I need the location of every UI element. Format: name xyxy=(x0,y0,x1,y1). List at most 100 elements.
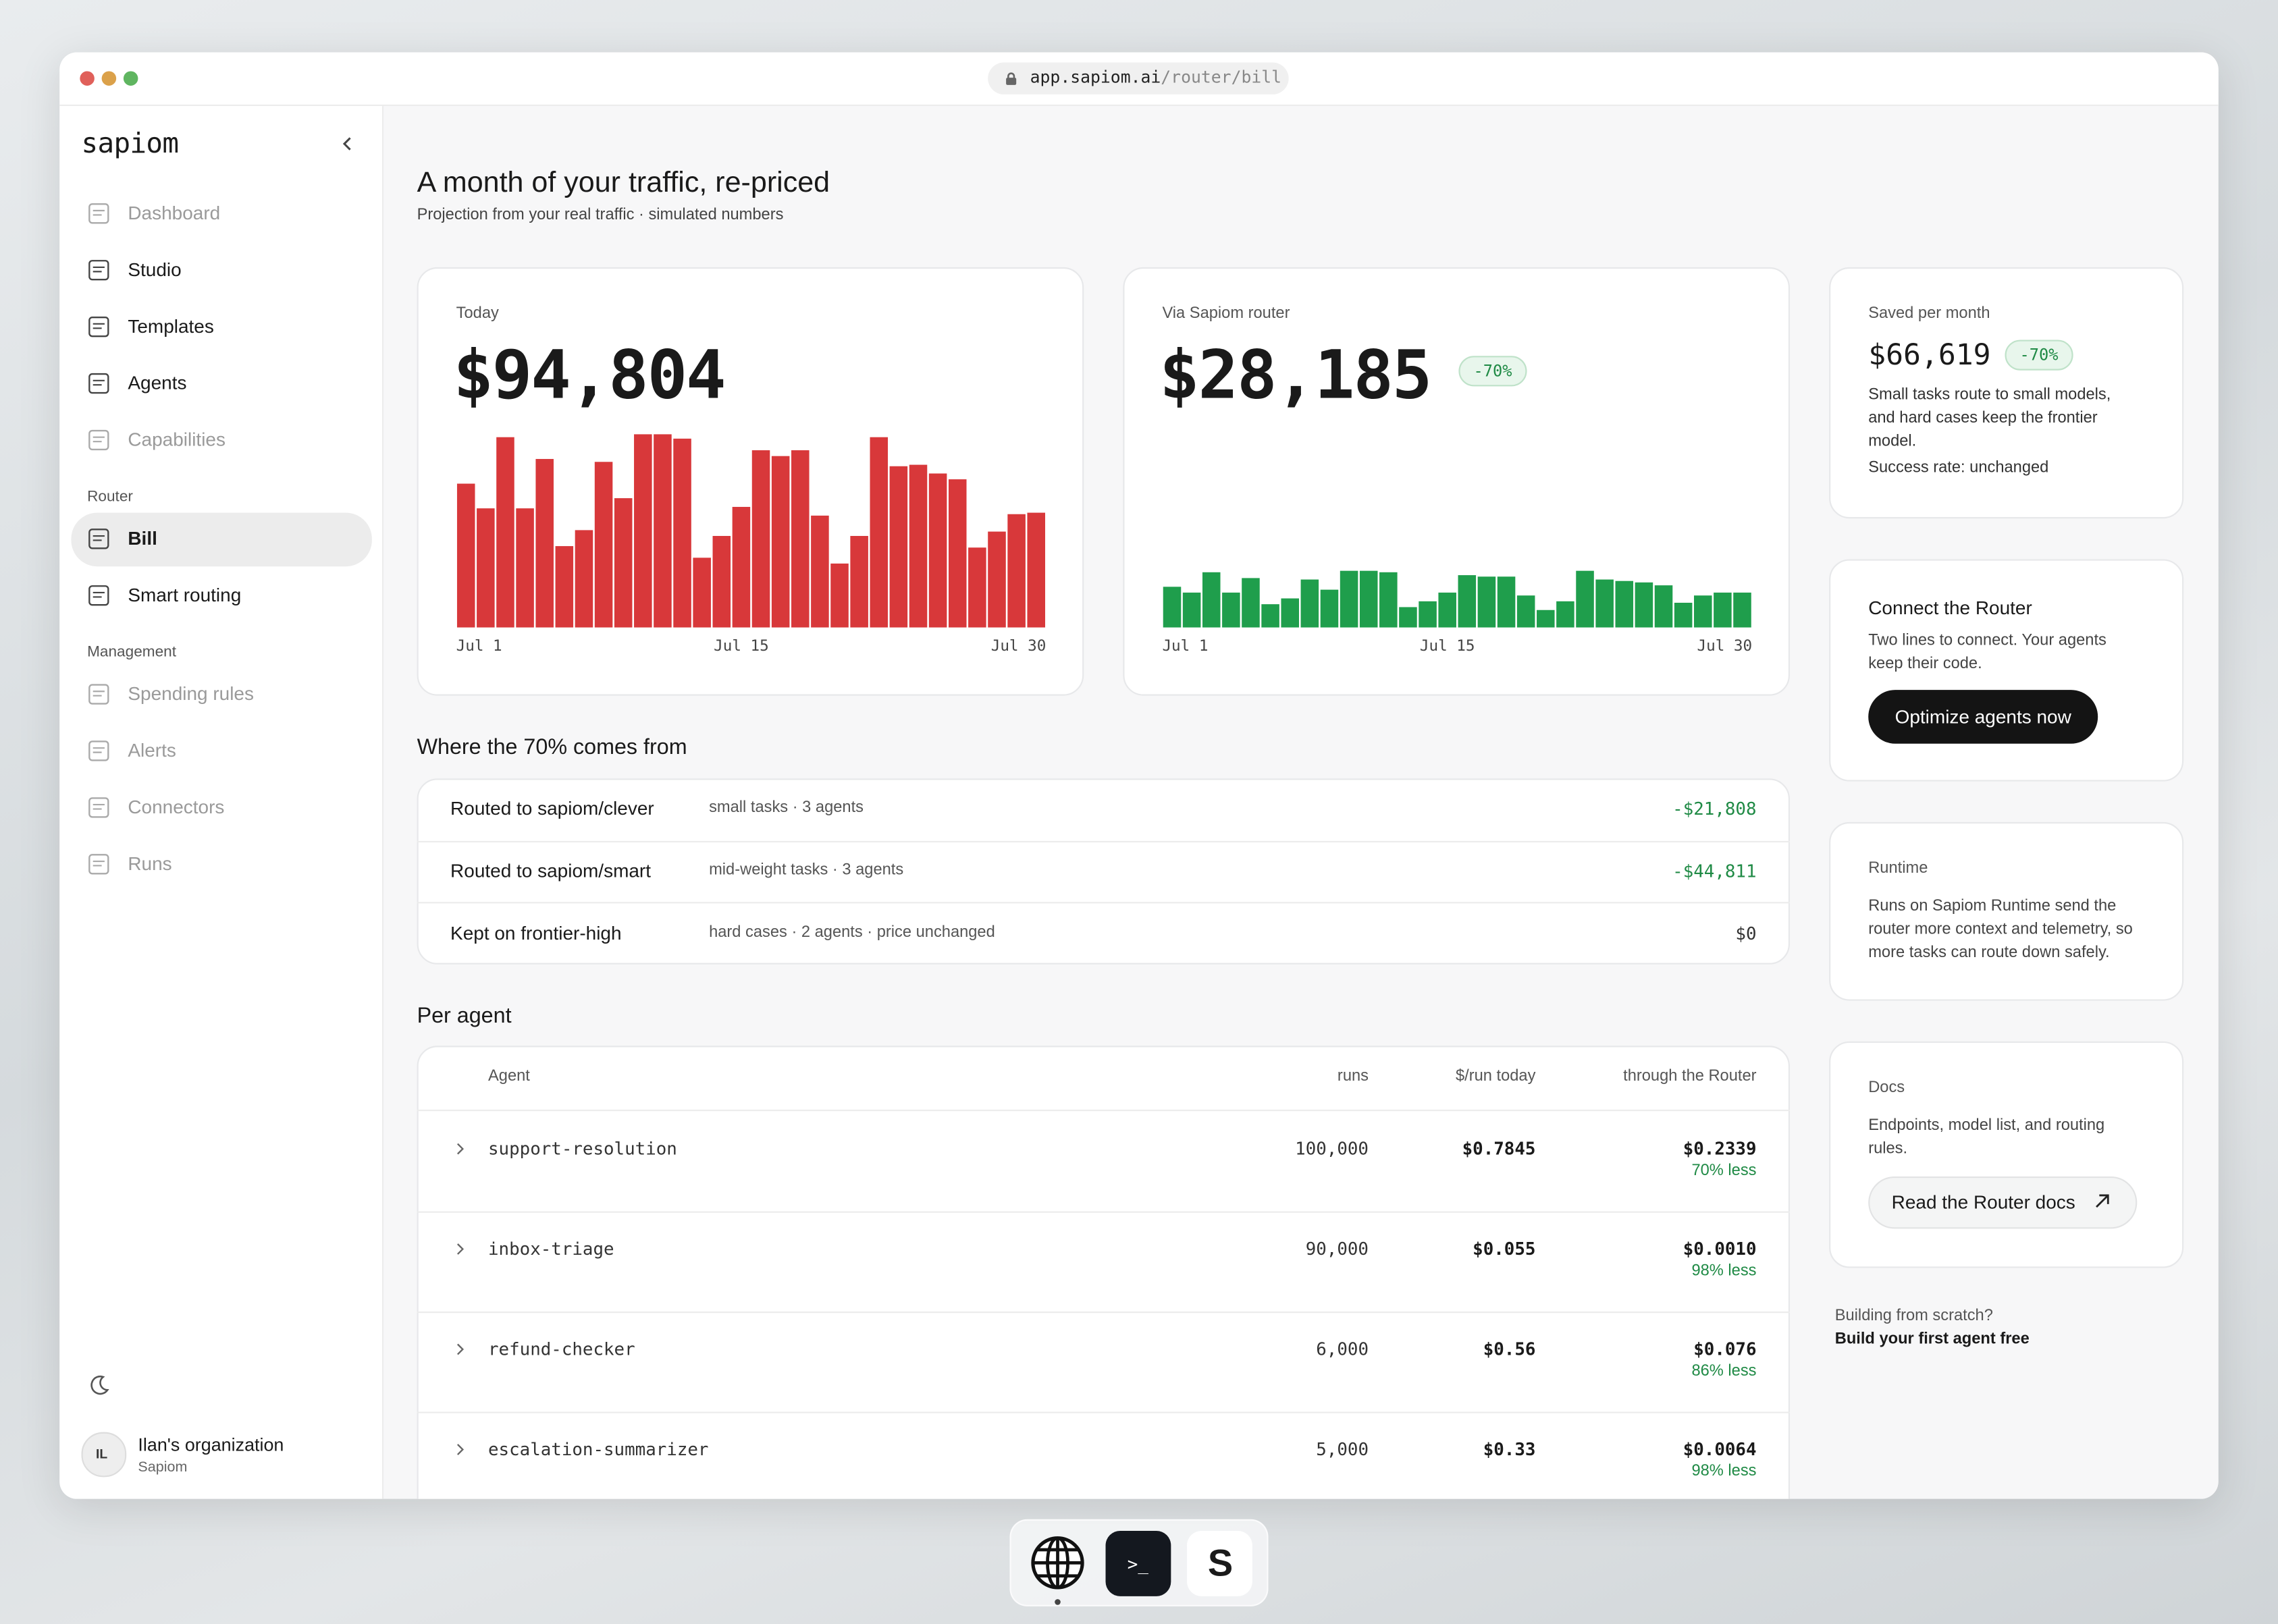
savings-success: Success rate: unchanged xyxy=(1868,459,2049,477)
agent-change: 86% less xyxy=(1691,1363,1757,1381)
card-label: Docs xyxy=(1868,1079,1905,1098)
row-divider xyxy=(417,902,1791,904)
agent-table xyxy=(417,1046,1791,1499)
bar xyxy=(1242,578,1260,628)
bar xyxy=(928,473,947,628)
badge xyxy=(2005,340,2073,371)
nav-item[interactable]: Spending rules xyxy=(128,682,254,705)
card-title: Connect the Router xyxy=(1868,597,2032,620)
column-header: Agent xyxy=(488,1068,530,1086)
savings-text: Small tasks route to small models, and h… xyxy=(1868,387,2111,451)
card-label: Runtime xyxy=(1868,860,1928,878)
bar xyxy=(634,434,652,628)
secondary-button[interactable] xyxy=(1868,1176,2138,1229)
nav-item[interactable]: Smart routing xyxy=(128,584,242,606)
nav-item[interactable]: Connectors xyxy=(128,796,225,818)
terminal-app-icon[interactable] xyxy=(1105,1530,1171,1596)
dock-dot xyxy=(1055,1599,1061,1605)
bar xyxy=(948,479,967,628)
nav-icon xyxy=(88,797,109,818)
nav-item[interactable]: Bill xyxy=(128,527,157,549)
nav-item[interactable]: Studio xyxy=(128,259,182,281)
nav-item[interactable]: Alerts xyxy=(128,739,176,761)
column-header: $/run today xyxy=(1456,1068,1536,1086)
bar xyxy=(496,437,514,628)
page-subtitle: Projection from your real traffic · simu… xyxy=(417,207,784,225)
browser-window: app.sapiom.ai/router/bill sapiom Dashboard… xyxy=(59,52,2219,1499)
button-label[interactable]: Read the Router docs xyxy=(1891,1191,2075,1214)
bar xyxy=(614,498,633,628)
agent-name[interactable]: refund-checker xyxy=(488,1338,635,1359)
sidebar: sapiom Dashboard Studio Templates Agents Capa… xyxy=(59,106,384,1499)
row-divider xyxy=(417,840,1791,843)
nav-icon xyxy=(88,740,109,761)
row-divider xyxy=(417,1211,1791,1213)
bar xyxy=(1556,601,1574,628)
agent-router: $0.076 xyxy=(1693,1338,1757,1359)
agent-name[interactable]: inbox-triage xyxy=(488,1239,614,1260)
nav-item[interactable]: Dashboard xyxy=(128,202,221,224)
bar xyxy=(1733,592,1751,628)
bar xyxy=(1438,592,1456,628)
window-dot xyxy=(101,71,117,86)
agent-change: 98% less xyxy=(1691,1463,1757,1481)
agent-per-run: $0.33 xyxy=(1483,1438,1536,1460)
savings-amount: $66,619 xyxy=(1868,337,1991,372)
column-header: through the Router xyxy=(1623,1068,1757,1086)
bar-chart: Jul 1 Jul 15 Jul 30 xyxy=(1162,570,1752,655)
column-header: runs xyxy=(1337,1068,1369,1086)
breakdown-table xyxy=(417,778,1791,965)
bar xyxy=(1379,572,1398,628)
card-text: Runs on Sapiom Runtime send the router m… xyxy=(1868,898,2133,963)
button-label[interactable]: Optimize agents now xyxy=(1895,706,2071,728)
bar xyxy=(1537,610,1555,628)
card-label: Saved per month xyxy=(1868,305,1990,323)
nav-item[interactable]: Capabilities xyxy=(128,429,226,451)
primary-button[interactable] xyxy=(1868,690,2098,744)
nav-icon xyxy=(88,429,109,451)
nav-icon xyxy=(88,684,109,705)
scratch-link[interactable]: Build your first agent free xyxy=(1834,1330,2030,1349)
bar xyxy=(791,450,810,628)
bar xyxy=(1281,598,1299,628)
badge-text: -70% xyxy=(1473,361,1512,381)
app-label: S xyxy=(1207,1541,1234,1586)
badge-text: -70% xyxy=(2019,345,2059,364)
x-tick-label: Jul 1 xyxy=(1162,637,1208,655)
nav-item[interactable]: Runs xyxy=(128,852,172,875)
bar xyxy=(1007,514,1026,628)
avatar-initials: IL xyxy=(96,1446,108,1461)
docs-card xyxy=(1829,1041,2184,1268)
route-saving: -$44,811 xyxy=(1672,861,1757,882)
runtime-card xyxy=(1829,821,2184,1001)
browser-app-icon xyxy=(1031,1536,1084,1590)
collapse-button xyxy=(342,137,351,151)
bar xyxy=(1576,570,1594,628)
bar xyxy=(1497,576,1516,628)
row-divider xyxy=(417,1311,1791,1314)
sapiom-app-icon[interactable] xyxy=(1187,1530,1252,1596)
route-saving: -$21,808 xyxy=(1672,799,1757,819)
org-name: Ilan's organization xyxy=(138,1434,284,1455)
bar xyxy=(1222,592,1240,628)
route-name: Routed to sapiom/smart xyxy=(450,860,652,882)
bar xyxy=(1693,595,1712,628)
bar xyxy=(693,558,711,628)
agent-name[interactable]: support-resolution xyxy=(488,1138,677,1159)
section-label: Router xyxy=(87,487,133,506)
nav-item[interactable]: Templates xyxy=(128,315,214,337)
bar xyxy=(1359,570,1378,628)
bar xyxy=(1300,579,1319,628)
agent-name[interactable]: escalation-summarizer xyxy=(488,1438,709,1460)
bar xyxy=(1615,580,1634,628)
bar xyxy=(830,563,849,628)
expand-chevron xyxy=(456,1343,465,1355)
url-path: /router/bill xyxy=(1161,67,1282,88)
bar-chart: Jul 1 Jul 15 Jul 30 xyxy=(456,434,1046,655)
nav-item[interactable]: Agents xyxy=(128,372,187,394)
route-name: Routed to sapiom/clever xyxy=(450,797,654,820)
url-bar: app.sapiom.ai/router/bill xyxy=(988,62,1289,94)
bar xyxy=(1182,592,1201,628)
bar xyxy=(751,450,770,628)
